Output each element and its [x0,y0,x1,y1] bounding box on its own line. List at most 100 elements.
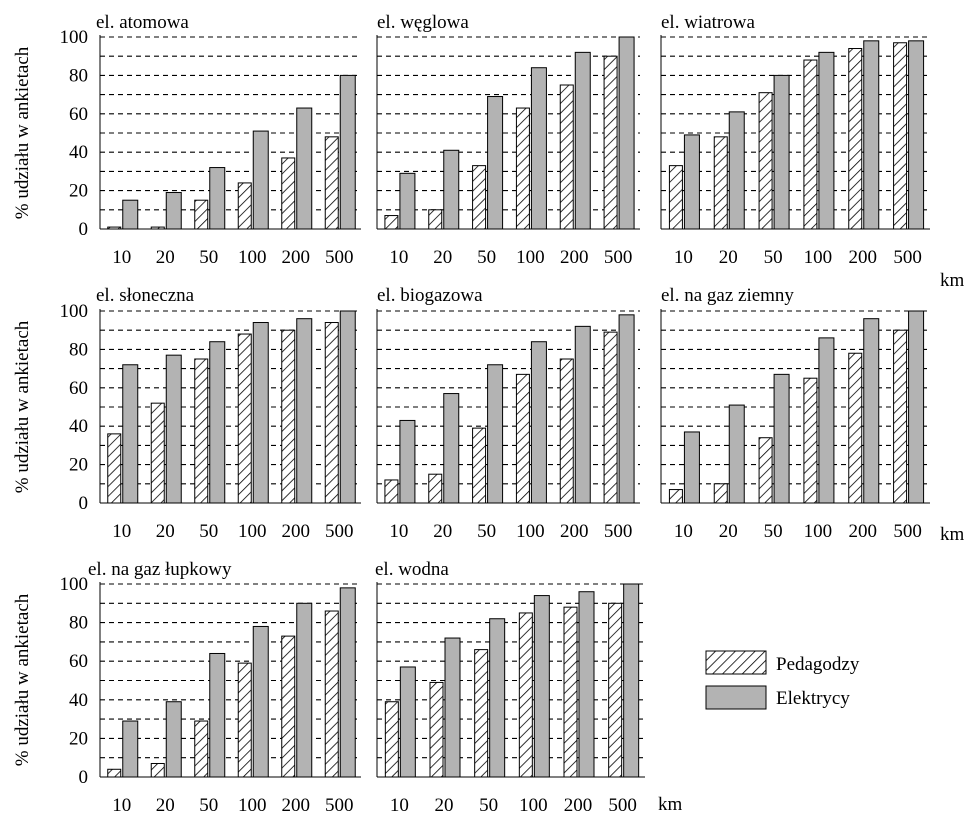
x-tick-label: 200 [282,795,311,814]
bar-pedagodzy [668,489,683,504]
bar-pedagodzy [384,479,399,504]
bar-pedagodzy [194,199,209,230]
bar-pedagodzy [324,322,339,504]
x-tick-label: 20 [156,521,175,542]
bar-pedagodzy [559,84,574,230]
x-tick-label: 50 [199,521,218,542]
x-tick-label: 50 [479,795,498,814]
bar-pedagodzy [668,165,683,230]
x-tick-label: 200 [560,521,589,542]
x-tick-label: 500 [608,795,637,814]
chart-panel-4: 0 20 40 60 80 100 10 20 50 100 200 500 el. słoneczna [60,285,361,542]
bar-elektrycy [728,404,745,504]
bar-elektrycy [489,618,506,778]
x-tick-label: 20 [433,521,452,542]
bar-elektrycy [683,431,700,504]
bar-pedagodzy [559,358,574,504]
bar-pedagodzy [758,92,773,230]
y-tick-label: 40 [69,690,88,711]
bar-elektrycy [399,172,416,230]
x-tick-label: 500 [893,247,922,268]
bar-pedagodzy [713,483,728,504]
bar-pedagodzy [472,427,487,504]
bar-elektrycy [574,325,591,504]
bar-pedagodzy [713,136,728,230]
x-tick-label: 200 [849,521,878,542]
bar-elektrycy [818,337,835,504]
panel-title: el. węglowa [377,12,469,33]
bar-pedagodzy [237,662,252,778]
x-tick-label: 500 [325,795,354,814]
panel-title: el. wodna [375,559,449,580]
xunit-row-1: km [940,270,965,291]
x-tick-label: 100 [238,521,267,542]
ylabel-row-2: % udziału w ankietach [12,320,33,493]
bar-elektrycy [863,318,880,504]
x-tick-label: 200 [564,795,593,814]
bar-pedagodzy [237,182,252,230]
bar-pedagodzy [324,136,339,230]
bar-pedagodzy [281,329,296,504]
x-tick-label: 10 [390,795,409,814]
x-tick-label: 500 [325,521,354,542]
x-tick-label: 10 [674,247,693,268]
bar-elektrycy [728,111,745,230]
bar-elektrycy [339,310,356,504]
bar-pedagodzy [428,209,443,230]
x-tick-label: 10 [389,247,408,268]
x-tick-label: 50 [477,521,496,542]
bar-pedagodzy [603,331,618,504]
x-tick-label: 200 [282,247,311,268]
bar-elektrycy [574,51,591,230]
x-tick-label: 500 [893,521,922,542]
y-tick-label: 0 [79,767,89,788]
bar-pedagodzy [428,473,443,504]
y-tick-label: 20 [69,181,88,202]
bar-pedagodzy [324,610,339,778]
ylabel-row-1: % udziału w ankietach [12,46,33,219]
bar-pedagodzy [563,606,578,778]
bar-pedagodzy [384,701,399,778]
panel-title: el. na gaz łupkowy [88,559,232,580]
bar-elektrycy [444,637,461,778]
bar-elektrycy [165,192,182,230]
bar-pedagodzy [515,373,530,504]
bar-elektrycy [908,310,925,504]
x-tick-label: 100 [238,247,267,268]
bar-pedagodzy [758,437,773,504]
x-tick-label: 50 [199,795,218,814]
xunit-row-2: km [940,524,965,545]
y-tick-label: 100 [60,301,89,322]
bar-pedagodzy [429,681,444,778]
chart-panel-1: 0 20 40 60 80 100 10 20 50 100 200 500 el. atomowa [60,12,361,268]
x-tick-label: 200 [560,247,589,268]
bar-pedagodzy [237,333,252,504]
x-tick-label: 20 [719,521,738,542]
bar-elektrycy [618,36,635,230]
bar-pedagodzy [608,602,623,778]
x-tick-label: 200 [282,521,311,542]
bar-elektrycy [339,587,356,778]
bar-pedagodzy [281,635,296,778]
bar-elektrycy [122,199,139,230]
bar-elektrycy [487,364,504,504]
bar-pedagodzy [893,329,908,504]
y-tick-label: 40 [69,142,88,163]
x-tick-label: 100 [516,521,545,542]
x-tick-label: 10 [112,247,131,268]
bar-elektrycy [530,341,547,504]
bar-pedagodzy [107,433,122,504]
legend: Pedagodzy Elektrycy [705,650,860,710]
x-tick-label: 100 [519,795,548,814]
bar-pedagodzy [474,649,489,778]
x-tick-label: 50 [764,247,783,268]
bar-pedagodzy [848,48,863,230]
panel-title: el. słoneczna [96,285,195,306]
bar-elektrycy [443,393,460,504]
bar-pedagodzy [803,59,818,230]
bar-pedagodzy [107,226,122,230]
panel-title: el. wiatrowa [661,12,755,33]
x-tick-label: 20 [719,247,738,268]
